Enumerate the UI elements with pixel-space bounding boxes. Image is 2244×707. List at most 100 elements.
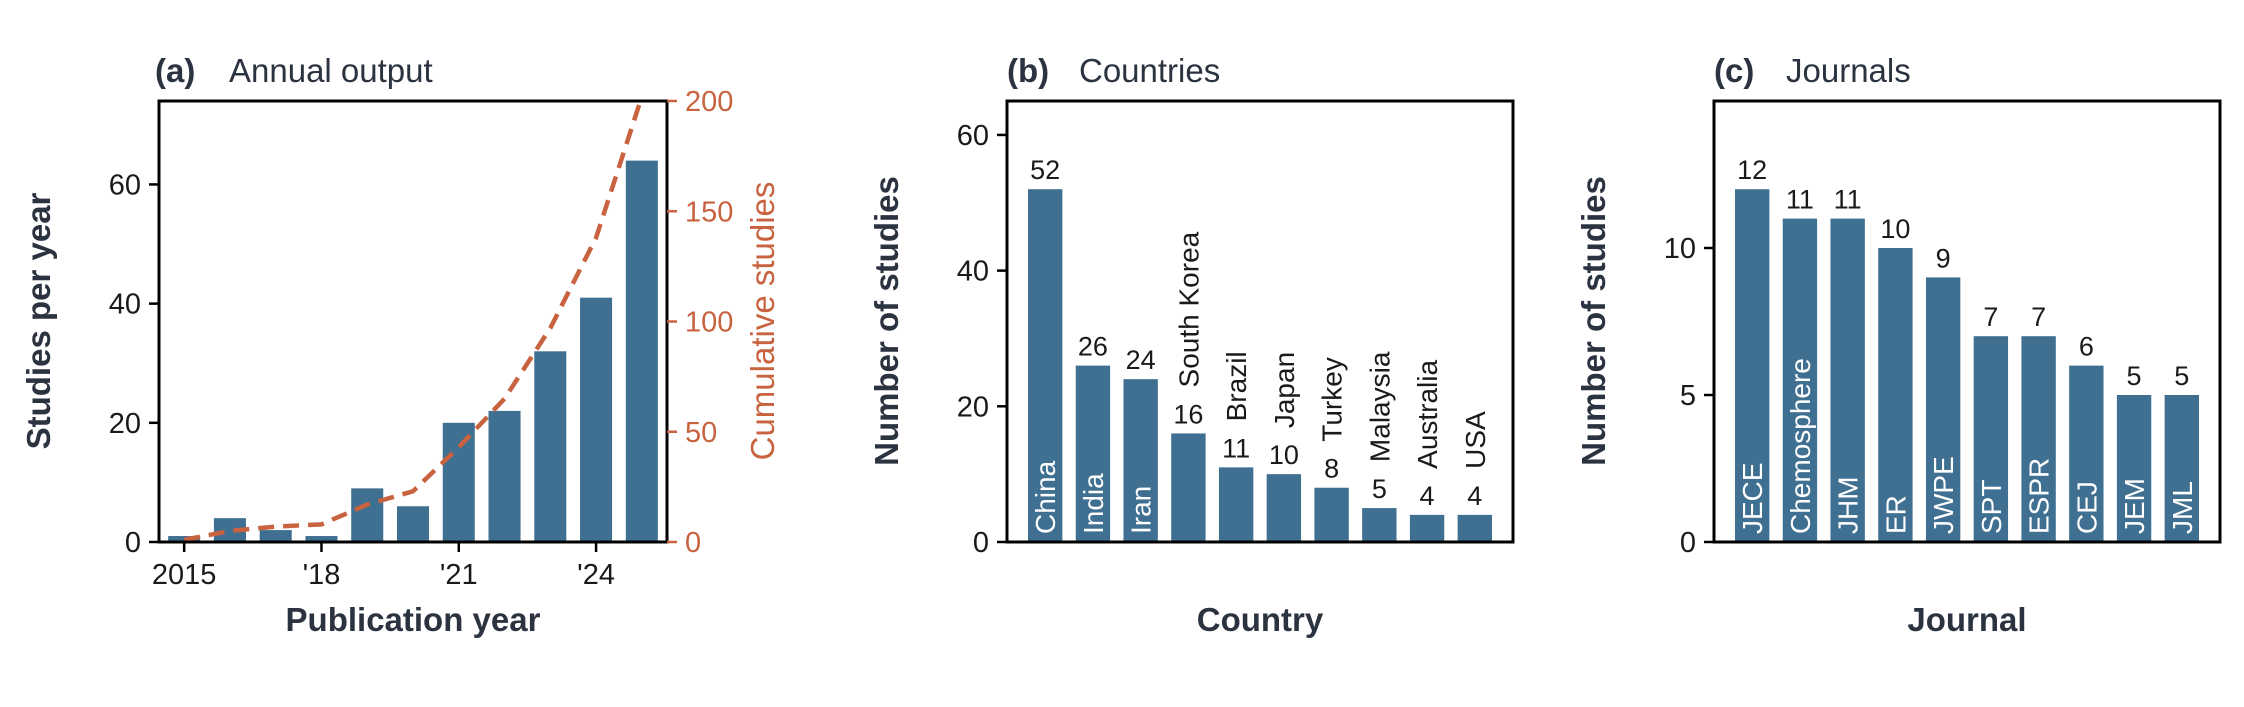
panel-c-frame bbox=[1712, 99, 2222, 544]
data-label-er: 10 bbox=[1880, 214, 1910, 244]
bar-turkey bbox=[1314, 487, 1349, 542]
category-label-india: India bbox=[1078, 473, 1109, 534]
panel-c-label: (c) bbox=[1714, 52, 1754, 89]
panel-a-y2label: Cumulative studies bbox=[744, 182, 781, 461]
category-label-jwpe: JWPE bbox=[1928, 456, 1959, 534]
x-tick-label: '21 bbox=[440, 559, 478, 591]
panel-c-ylabel: Number of studies bbox=[1575, 176, 1612, 466]
y-tick-label: 0 bbox=[973, 527, 989, 559]
data-label-japan: 10 bbox=[1269, 440, 1299, 470]
category-label-south-korea: South Korea bbox=[1173, 231, 1204, 387]
y-tick-label: 5 bbox=[1680, 380, 1696, 412]
panel-c-y-axis: 0 5 10 bbox=[1664, 233, 1714, 559]
panel-b-title: Countries bbox=[1079, 52, 1220, 89]
panel-a-label: (a) bbox=[155, 52, 195, 89]
x-tick-label: 2015 bbox=[152, 559, 217, 591]
bar-espr bbox=[2021, 336, 2056, 542]
y-tick-label: 20 bbox=[957, 391, 989, 423]
bar-india bbox=[1075, 365, 1111, 542]
y2-tick-label: 100 bbox=[685, 307, 733, 339]
y2-tick-label: 0 bbox=[685, 527, 701, 559]
y-tick-label: 0 bbox=[1680, 527, 1696, 559]
bar-year-2025 bbox=[625, 160, 658, 542]
bar-usa bbox=[1457, 514, 1492, 542]
category-label-australia: Australia bbox=[1412, 359, 1443, 468]
data-label-jwpe: 9 bbox=[1936, 243, 1951, 273]
panel-a: (a) Annual output 0 20 40 60 0 50 100 150 200 2… bbox=[20, 52, 781, 638]
bar-year-2016 bbox=[213, 518, 246, 542]
panel-b: (b) Countries 52 China 26 India 24 Iran 16 Sout… bbox=[868, 52, 1515, 638]
panel-b-ylabel: Number of studies bbox=[868, 176, 905, 466]
category-label-iran: Iran bbox=[1126, 486, 1157, 534]
data-label-chemosphere: 11 bbox=[1786, 185, 1814, 215]
y2-tick-label: 50 bbox=[685, 417, 717, 449]
data-label-jhm: 11 bbox=[1834, 185, 1862, 215]
panel-b-label: (b) bbox=[1007, 52, 1049, 89]
data-label-india: 26 bbox=[1078, 332, 1108, 362]
bar-year-2017 bbox=[259, 530, 292, 542]
category-label-spt: SPT bbox=[1976, 480, 2007, 534]
data-label-jece: 12 bbox=[1737, 155, 1767, 185]
bar-er bbox=[1878, 248, 1913, 542]
data-label-iran: 24 bbox=[1126, 345, 1156, 375]
panel-b-frame bbox=[1005, 99, 1515, 544]
panel-a-ylabel: Studies per year bbox=[20, 192, 57, 449]
bar-year-2022 bbox=[488, 410, 521, 542]
bar-jml bbox=[2164, 395, 2199, 542]
data-label-jml: 5 bbox=[2174, 361, 2189, 391]
panel-b-bars: 52 China 26 India 24 Iran 16 South Korea 11 Brazi… bbox=[1028, 155, 1492, 542]
bar-china bbox=[1028, 189, 1063, 542]
panel-c-bars: 12 JECE 11 Chemosphere 11 JHM 10 ER 9 JWPE 7 SPT 7 ES… bbox=[1735, 155, 2199, 542]
bar-year-2019 bbox=[351, 488, 384, 542]
data-label-brazil: 11 bbox=[1222, 433, 1250, 463]
panel-b-xlabel: Country bbox=[1197, 601, 1324, 638]
bar-year-2020 bbox=[396, 506, 430, 542]
category-label-er: ER bbox=[1880, 495, 1911, 534]
bar-cej bbox=[2069, 365, 2104, 542]
category-label-malaysia: Malaysia bbox=[1364, 351, 1395, 462]
category-label-jece: JECE bbox=[1737, 462, 1768, 534]
panel-a-x-axis: 2015 '18 '21 '24 bbox=[152, 542, 615, 591]
category-label-jml: JML bbox=[2167, 481, 2198, 534]
category-label-japan: Japan bbox=[1269, 352, 1300, 428]
y-tick-label: 60 bbox=[109, 169, 141, 201]
y-tick-label: 10 bbox=[1664, 233, 1696, 265]
category-label-china: China bbox=[1030, 460, 1061, 534]
bar-jhm bbox=[1830, 218, 1865, 542]
bar-brazil bbox=[1218, 467, 1254, 542]
panel-a-xlabel: Publication year bbox=[286, 601, 541, 638]
bar-spt bbox=[1973, 336, 2009, 542]
data-label-malaysia: 5 bbox=[1372, 474, 1387, 504]
panel-a-bars bbox=[168, 160, 658, 542]
data-label-jem: 5 bbox=[2127, 361, 2142, 391]
panel-c: (c) Journals 12 JECE 11 Chemosphere 11 JHM 10 E… bbox=[1575, 52, 2222, 638]
bar-year-2021 bbox=[442, 422, 475, 542]
panel-a-y2-axis: 0 50 100 150 200 bbox=[667, 86, 733, 559]
panel-c-title: Journals bbox=[1786, 52, 1911, 89]
panel-c-xlabel: Journal bbox=[1907, 601, 2026, 638]
bar-year-2024 bbox=[580, 297, 613, 542]
y-tick-label: 40 bbox=[957, 256, 989, 288]
x-tick-label: '24 bbox=[577, 559, 615, 591]
bar-chemosphere bbox=[1782, 218, 1818, 542]
panel-a-title: Annual output bbox=[229, 52, 433, 89]
category-label-cej: CEJ bbox=[2071, 481, 2102, 534]
data-label-australia: 4 bbox=[1420, 481, 1435, 511]
y-tick-label: 40 bbox=[109, 289, 141, 321]
bar-south-korea bbox=[1171, 433, 1206, 542]
x-tick-label: '18 bbox=[303, 559, 341, 591]
y2-tick-label: 200 bbox=[685, 86, 733, 118]
category-label-brazil: Brazil bbox=[1221, 351, 1252, 421]
y2-tick-label: 150 bbox=[685, 196, 733, 228]
data-label-china: 52 bbox=[1030, 155, 1060, 185]
category-label-turkey: Turkey bbox=[1317, 357, 1348, 442]
cumulative-line bbox=[183, 100, 643, 543]
bar-year-2018 bbox=[305, 536, 338, 542]
bar-jem bbox=[2116, 395, 2152, 542]
panel-a-y-axis: 0 20 40 60 bbox=[109, 169, 159, 559]
category-label-jhm: JHM bbox=[1833, 476, 1864, 534]
bar-jwpe bbox=[1925, 277, 1961, 542]
panel-b-y-axis: 0 20 40 60 bbox=[957, 120, 1007, 559]
bar-year-2023 bbox=[534, 351, 567, 542]
